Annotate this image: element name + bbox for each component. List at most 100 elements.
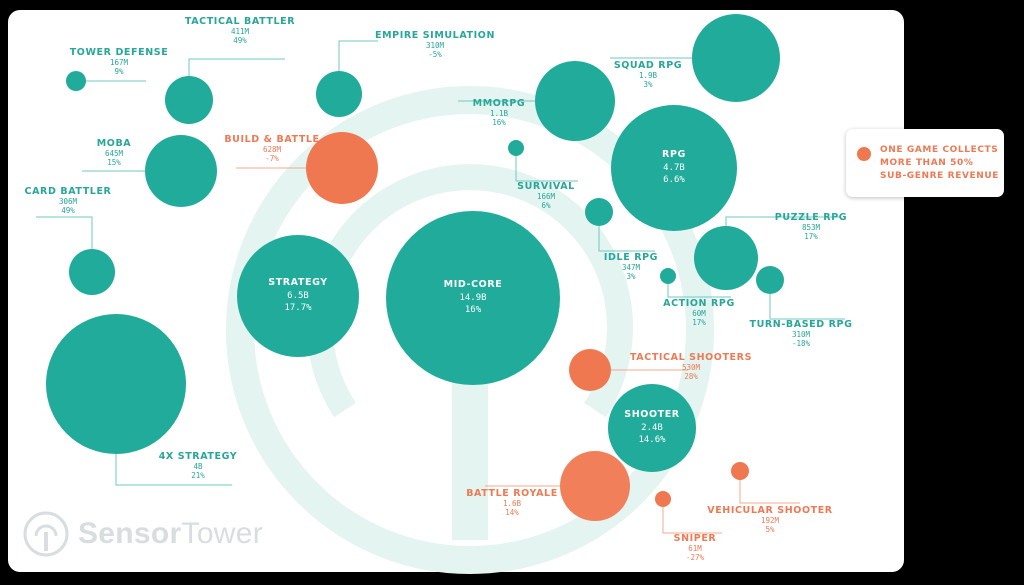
bubble-battle-royale [560,451,630,521]
label-name-build-battle: BUILD & BATTLE [224,134,319,145]
bubble-idle-rpg [585,198,613,226]
bubble-action-rpg [660,268,676,284]
bubble-empire-simulation [316,71,362,117]
brand-bold: Sensor [78,517,182,550]
bubble-tower-defense [66,71,86,91]
label-revenue-turn-based-rpg: 310M [792,330,811,339]
label-name-4x-strategy: 4X STRATEGY [159,451,238,462]
label-name-card-battler: CARD BATTLER [25,186,112,197]
bubble-puzzle-rpg [694,226,758,290]
label-change-turn-based-rpg: -18% [792,339,811,348]
label-name-tower-defense: TOWER DEFENSE [70,47,169,58]
bubble-build-battle [306,132,378,204]
label-name-tactical-battler: TACTICAL BATTLER [185,16,295,27]
label-change-tower-defense: 9% [114,67,124,76]
label-change-mmorpg: 16% [492,118,506,127]
label-revenue-squad-rpg: 1.9B [639,71,658,80]
label-revenue-tower-defense: 167M [110,58,129,67]
bubbles-layer [46,14,784,521]
label-change-moba: 15% [107,158,121,167]
label-revenue-moba: 645M [105,149,124,158]
leader-line-empire-simulation [338,40,378,71]
label-revenue-battle-royale: 1.6B [503,499,522,508]
legend-text: ONE GAME COLLECTS MORE THAN 50% SUB-GENR… [880,145,1000,181]
leader-line-puzzle-rpg [725,216,840,226]
label-name-sniper: SNIPER [674,533,717,544]
label-name-moba: MOBA [97,138,132,149]
label-revenue-card-battler: 306M [59,197,78,206]
bubble-survival [508,140,524,156]
label-name-squad-rpg: SQUAD RPG [614,60,682,71]
label-change-squad-rpg: 3% [643,80,653,89]
bubble-label-rpg: RPG [662,149,686,160]
sensor-tower-wordmark: SensorTower [78,517,263,551]
bubble-rpg [611,105,737,231]
leader-line-survival [515,156,578,182]
leader-line-vehicular-shooter [739,480,800,504]
label-change-card-battler: 49% [61,206,75,215]
bubble-card-battler [69,249,115,295]
bubble-strategy [237,235,359,357]
bubble-change-rpg: 6.6% [663,175,685,185]
bubble-change-shooter: 14.6% [638,435,666,445]
label-change-tactical-battler: 49% [233,36,247,45]
sensor-tower-logo: SensorTower [22,508,263,560]
leader-line-tactical-battler [188,58,285,76]
label-change-idle-rpg: 3% [626,272,636,281]
watermark-outer-ring [226,86,714,574]
label-revenue-action-rpg: 60M [692,309,706,318]
legend-card: ONE GAME COLLECTS MORE THAN 50% SUB-GENR… [846,129,1004,197]
label-revenue-tactical-shooters: 530M [682,363,701,372]
label-name-turn-based-rpg: TURN-BASED RPG [750,319,853,330]
label-revenue-tactical-battler: 411M [231,27,250,36]
label-revenue-idle-rpg: 347M [622,263,641,272]
label-revenue-survival: 166M [537,192,556,201]
label-name-action-rpg: ACTION RPG [663,298,735,309]
bubble-vehicular-shooter [731,462,749,480]
bubble-revenue-mid-core: 14.9B [459,293,486,303]
label-change-survival: 6% [541,201,551,210]
label-revenue-sniper: 61M [688,544,702,553]
label-name-battle-royale: BATTLE ROYALE [466,488,558,499]
bubble-mmorpg [535,61,615,141]
label-change-puzzle-rpg: 17% [804,232,818,241]
bubble-sniper [655,491,671,507]
bubble-moba [145,135,217,207]
labels-layer: MID-CORE 14.9B 16% STRATEGY 6.5B 17.7% RPG 4.7B… [25,16,853,562]
bubble-turn-based-rpg [756,266,784,294]
label-name-idle-rpg: IDLE RPG [604,252,658,263]
bubble-tactical-shooters [569,349,611,391]
leader-line-action-rpg [667,284,731,298]
label-name-tactical-shooters: TACTICAL SHOOTERS [630,352,752,363]
label-change-tactical-shooters: 28% [684,372,698,381]
leader-line-card-battler [36,216,93,249]
label-revenue-build-battle: 628M [263,145,282,154]
leader-lines [36,40,845,534]
bubble-label-strategy: STRATEGY [268,277,328,288]
sensor-tower-logo-icon [23,511,69,557]
label-change-empire-simulation: -5% [428,50,442,59]
leader-line-turn-based-rpg [769,294,845,320]
bubble-4x-strategy [46,314,186,454]
bubble-change-mid-core: 16% [465,305,482,315]
bubble-revenue-shooter: 2.4B [641,423,663,433]
leader-line-4x-strategy [115,454,232,486]
bubble-revenue-strategy: 6.5B [287,291,309,301]
label-revenue-vehicular-shooter: 192M [761,516,780,525]
brand-regular: Tower [181,517,264,550]
label-name-empire-simulation: EMPIRE SIMULATION [375,30,495,41]
bubble-revenue-rpg: 4.7B [663,163,685,173]
legend-highlight-dot [857,147,871,161]
bubble-shooter [608,384,696,472]
label-change-action-rpg: 17% [692,318,706,327]
label-change-4x-strategy: 21% [191,471,205,480]
label-change-vehicular-shooter: 5% [765,525,775,534]
bubble-label-mid-core: MID-CORE [444,279,503,290]
leader-line-sniper [662,507,722,534]
label-revenue-empire-simulation: 310M [426,41,445,50]
label-change-battle-royale: 14% [505,508,519,517]
leader-line-idle-rpg [598,226,655,252]
label-name-survival: SURVIVAL [517,181,575,192]
